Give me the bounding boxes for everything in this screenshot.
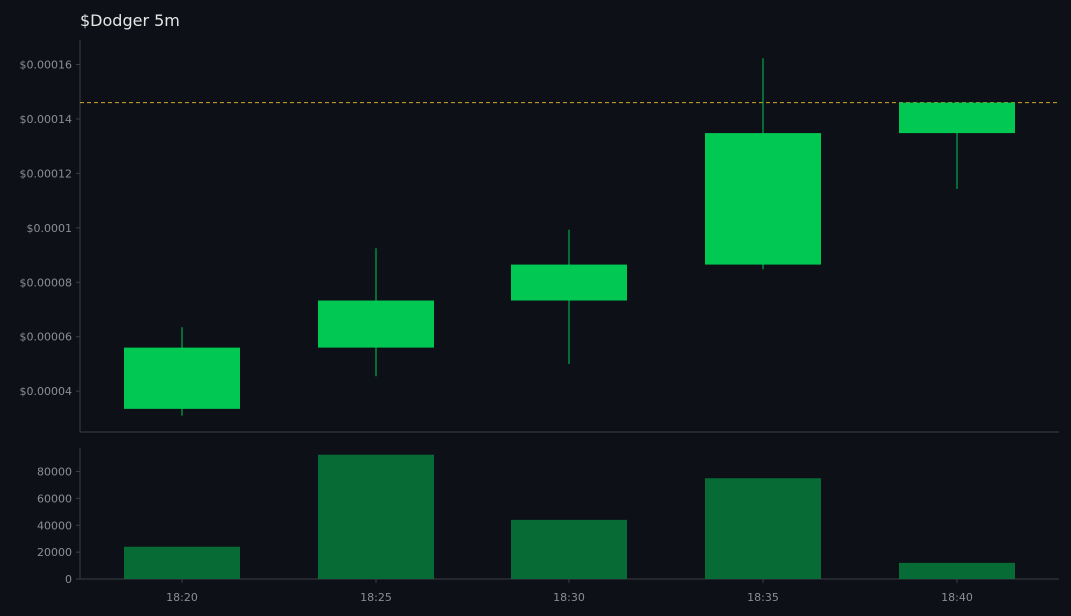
volume-tick-label: 60000 — [37, 492, 72, 505]
time-tick-label: 18:35 — [747, 591, 779, 604]
price-tick-label: $0.00012 — [20, 167, 73, 180]
volume-tick-label: 40000 — [37, 519, 72, 532]
time-axis: 18:20 18:25 18:30 18:35 18:40 — [166, 579, 973, 604]
time-tick-label: 18:30 — [553, 591, 585, 604]
volume-bar — [899, 562, 1015, 579]
volume-bar — [511, 519, 627, 579]
price-tick-label: $0.0001 — [27, 222, 73, 235]
candle-body — [511, 264, 627, 301]
volume-tick-label: 0 — [65, 573, 72, 586]
price-tick-label: $0.00016 — [20, 59, 73, 72]
volume-bar — [705, 478, 821, 579]
volume-panel: 0 20000 40000 60000 80000 — [37, 448, 1059, 586]
candle-body — [899, 102, 1015, 134]
time-tick-label: 18:25 — [360, 591, 392, 604]
candle-body — [705, 133, 821, 265]
chart-title: $Dodger 5m — [80, 11, 180, 30]
time-tick-label: 18:20 — [166, 591, 198, 604]
volume-bar — [124, 546, 240, 579]
price-panel: $0.00004 $0.00006 $0.00008 $0.0001 $0.00012 $… — [20, 40, 1059, 433]
candle-body — [318, 300, 434, 348]
candle-body — [124, 347, 240, 409]
volume-bar — [318, 454, 434, 579]
price-tick-label: $0.00006 — [20, 331, 73, 344]
price-tick-label: $0.00014 — [20, 113, 73, 126]
price-tick-label: $0.00004 — [20, 385, 73, 398]
time-tick-label: 18:40 — [941, 591, 973, 604]
volume-tick-label: 20000 — [37, 546, 72, 559]
price-tick-label: $0.00008 — [20, 276, 73, 289]
volume-tick-label: 80000 — [37, 466, 72, 479]
